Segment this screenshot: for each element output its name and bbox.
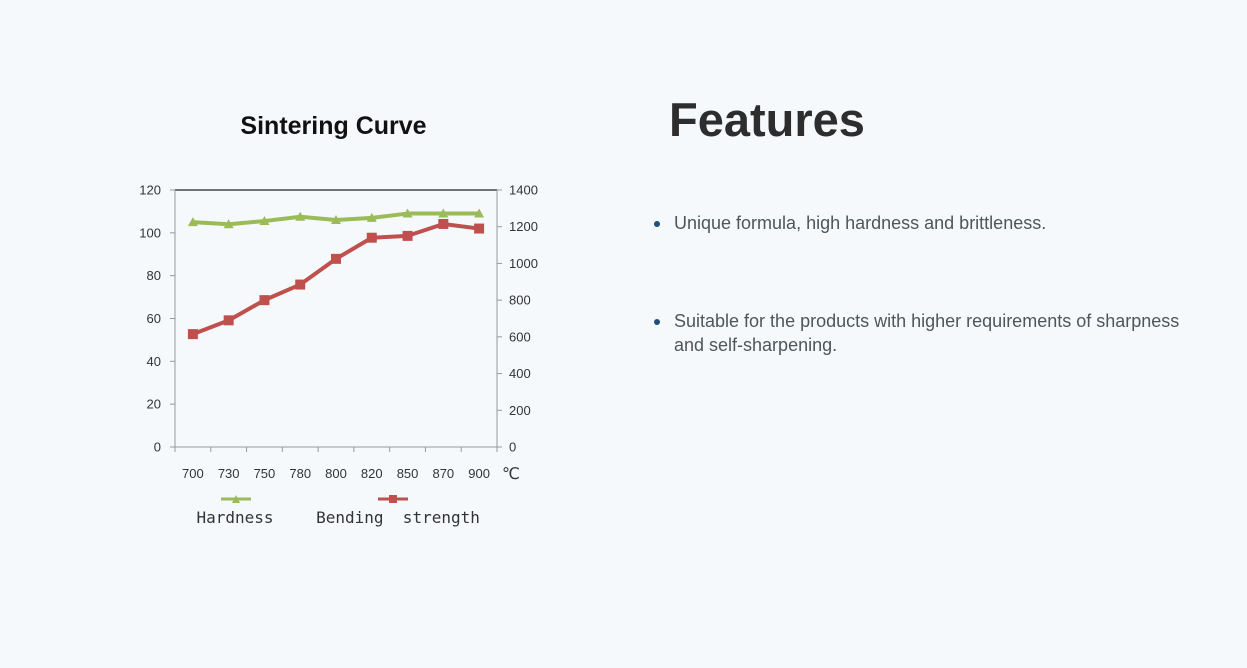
feature-item: Suitable for the products with higher re… (654, 309, 1214, 357)
data-point-square (366, 232, 377, 243)
legend-label: Hardness (196, 508, 273, 527)
x-tick-label: 870 (432, 466, 454, 481)
sintering-curve-chart: 0204060801001200200400600800100012001400… (139, 183, 538, 528)
left-tick-label: 100 (139, 225, 161, 240)
left-tick-label: 60 (147, 311, 161, 326)
left-tick-label: 80 (147, 268, 161, 283)
data-point-square (474, 223, 485, 234)
x-tick-label: 820 (361, 466, 383, 481)
right-tick-label: 1000 (509, 256, 538, 271)
data-point-triangle (187, 217, 198, 227)
right-tick-label: 0 (509, 440, 516, 455)
right-tick-label: 1400 (509, 183, 538, 198)
data-point-square (331, 253, 341, 264)
right-tick-label: 600 (509, 329, 531, 344)
features-heading: Features (669, 93, 865, 146)
data-point-triangle (474, 208, 485, 218)
x-tick-label: 700 (182, 466, 204, 481)
chart-title: Sintering Curve (240, 112, 427, 140)
feature-text: Unique formula, high hardness and brittl… (674, 213, 1047, 233)
data-point-square (223, 315, 234, 326)
feature-item: Unique formula, high hardness and brittl… (654, 211, 1214, 235)
legend-marker-square (389, 495, 397, 503)
left-tick-label: 120 (139, 183, 161, 198)
x-tick-label: 780 (289, 466, 311, 481)
data-point-triangle (331, 214, 341, 224)
data-point-square (295, 279, 306, 290)
right-tick-label: 800 (509, 293, 531, 308)
bullet-dot-icon (654, 319, 660, 325)
left-tick-label: 20 (147, 397, 161, 412)
data-point-triangle (295, 211, 306, 221)
x-tick-label: 800 (325, 466, 347, 481)
data-point-triangle (223, 219, 234, 229)
x-tick-label: 850 (397, 466, 419, 481)
data-point-triangle (259, 216, 270, 226)
data-point-triangle (438, 208, 449, 218)
x-tick-label: 750 (254, 466, 276, 481)
feature-text: Suitable for the products with higher re… (674, 311, 1180, 355)
bullet-dot-icon (654, 221, 660, 227)
right-tick-label: 200 (509, 403, 531, 418)
data-point-triangle (402, 208, 413, 218)
data-point-triangle (366, 212, 377, 222)
left-tick-label: 0 (154, 440, 161, 455)
x-tick-label: 730 (218, 466, 240, 481)
x-tick-label: 900 (468, 466, 490, 481)
data-point-square (402, 230, 413, 241)
legend-marker-triangle (232, 495, 240, 503)
left-tick-label: 40 (147, 354, 161, 369)
right-tick-label: 1200 (509, 219, 538, 234)
x-unit-label: ℃ (502, 464, 520, 483)
data-point-square (187, 329, 198, 340)
data-point-square (438, 218, 449, 229)
series-line (192, 221, 480, 336)
legend-label: Bending strength (316, 508, 480, 527)
right-tick-label: 400 (509, 366, 531, 381)
data-point-square (259, 295, 270, 306)
